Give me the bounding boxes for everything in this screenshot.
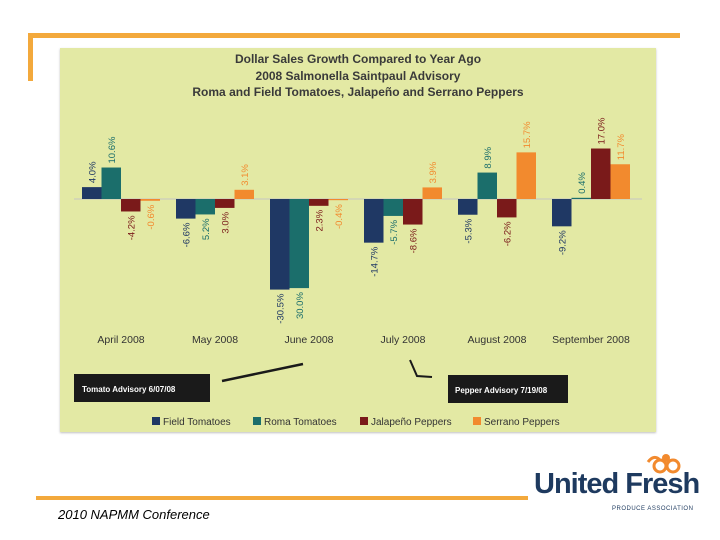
bar	[591, 148, 611, 199]
bar	[195, 199, 215, 215]
data-label: -5.3%	[464, 218, 475, 243]
tomato-advisory-label: Tomato Advisory 6/07/08	[82, 385, 176, 394]
data-label: -6.2%	[503, 221, 514, 246]
data-label: 10.6%	[107, 136, 118, 163]
pepper-advisory-box	[448, 375, 568, 403]
frame-left-line	[28, 33, 33, 81]
tomato-advisory-box	[74, 374, 210, 402]
data-label: 8.9%	[483, 146, 494, 168]
bar	[309, 199, 329, 206]
bar	[477, 172, 497, 199]
logo-subtitle: PRODUCE ASSOCIATION	[612, 506, 694, 512]
bar	[383, 199, 403, 216]
bar	[101, 167, 121, 199]
category-label: June 2008	[284, 334, 333, 346]
bar	[289, 199, 309, 289]
category-label: July 2008	[381, 334, 426, 346]
data-label: -4.2%	[127, 215, 138, 240]
legend-swatch	[152, 417, 160, 425]
bar	[328, 199, 348, 201]
legend-swatch	[473, 417, 481, 425]
legend-swatch	[360, 417, 368, 425]
data-label: 5.2%	[201, 218, 212, 240]
data-label: -5.7%	[389, 219, 400, 244]
legend-swatch	[253, 417, 261, 425]
conference-label: 2010 NAPMM Conference	[58, 507, 210, 522]
bar	[176, 199, 196, 219]
data-label: -14.7%	[370, 246, 381, 277]
data-label: 2.3%	[315, 209, 326, 231]
data-label: -0.4%	[334, 204, 345, 229]
category-label: May 2008	[192, 334, 238, 346]
bar	[516, 152, 536, 199]
bar	[270, 199, 290, 290]
legend-label: Serrano Peppers	[484, 417, 560, 428]
data-label: 11.7%	[616, 133, 627, 160]
bar	[497, 199, 517, 218]
bar	[422, 187, 442, 199]
bar	[82, 187, 102, 199]
bar	[458, 199, 478, 215]
category-label: April 2008	[97, 334, 144, 346]
bar	[403, 199, 423, 225]
pepper-advisory-label: Pepper Advisory 7/19/08	[455, 386, 548, 395]
data-label: 15.7%	[522, 121, 533, 148]
legend-label: Roma Tomatoes	[264, 417, 337, 428]
data-label: 17.0%	[597, 117, 608, 144]
bar	[364, 199, 384, 243]
data-label: 30.0%	[295, 292, 306, 319]
bar	[140, 199, 160, 201]
data-label: -9.2%	[558, 230, 569, 255]
data-label: 0.4%	[577, 172, 588, 194]
pepper-advisory-pointer	[409, 359, 433, 378]
tomato-advisory-pointer	[221, 362, 304, 383]
legend-label: Jalapeño Peppers	[371, 417, 452, 428]
bar	[610, 164, 630, 199]
data-label: -6.6%	[182, 222, 193, 247]
category-label: August 2008	[468, 334, 527, 346]
bar	[234, 189, 254, 199]
bar	[571, 197, 591, 199]
logo-name: United Fresh	[534, 468, 700, 500]
bar	[552, 199, 572, 227]
frame-top-line	[28, 33, 680, 38]
legend-label: Field Tomatoes	[163, 417, 231, 428]
data-label: -30.5%	[276, 293, 287, 324]
category-label: September 2008	[552, 334, 630, 346]
bar	[121, 199, 141, 212]
data-label: 3.1%	[240, 164, 251, 186]
logo-mark-icon	[646, 454, 681, 474]
data-label: -0.6%	[146, 204, 157, 229]
sales-growth-chart: Dollar Sales Growth Compared to Year Ago…	[74, 52, 642, 428]
data-label: 3.9%	[428, 161, 439, 183]
chart-panel: Dollar Sales Growth Compared to Year Ago…	[60, 48, 656, 432]
bar	[215, 199, 235, 208]
data-label: 4.0%	[88, 161, 99, 183]
data-label: -8.6%	[409, 228, 420, 253]
united-fresh-logo: United Fresh PRODUCE ASSOCIATION	[530, 448, 700, 520]
chart-title-line: Roma and Field Tomatoes, Jalapeño and Se…	[192, 85, 524, 99]
chart-title-line: 2008 Salmonella Saintpaul Advisory	[256, 69, 461, 83]
data-label: 3.0%	[221, 211, 232, 233]
chart-title-line: Dollar Sales Growth Compared to Year Ago	[235, 52, 481, 66]
footer-line	[36, 496, 528, 500]
